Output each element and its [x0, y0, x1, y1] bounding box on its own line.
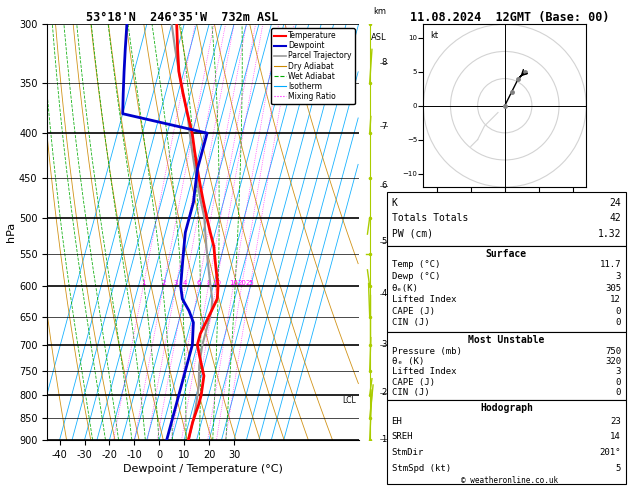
Text: 16: 16 [229, 280, 238, 286]
Text: 0: 0 [616, 388, 621, 397]
Text: Lifted Index: Lifted Index [392, 367, 456, 376]
Text: 0: 0 [616, 307, 621, 315]
Bar [387, 192, 626, 246]
Text: Dewp (°C): Dewp (°C) [392, 272, 440, 281]
Text: 42: 42 [610, 213, 621, 223]
Text: θₑ (K): θₑ (K) [392, 357, 424, 366]
Text: km: km [374, 7, 387, 16]
Text: SREH: SREH [392, 433, 413, 441]
Bar [387, 246, 626, 332]
Text: © weatheronline.co.uk: © weatheronline.co.uk [461, 476, 558, 485]
Text: 3: 3 [381, 340, 387, 349]
Text: 0: 0 [616, 378, 621, 387]
Text: Temp (°C): Temp (°C) [392, 260, 440, 270]
Text: Hodograph: Hodograph [480, 403, 533, 414]
Legend: Temperature, Dewpoint, Parcel Trajectory, Dry Adiabat, Wet Adiabat, Isotherm, Mi: Temperature, Dewpoint, Parcel Trajectory… [271, 28, 355, 104]
Text: 1.32: 1.32 [598, 228, 621, 239]
Text: CIN (J): CIN (J) [392, 388, 429, 397]
Text: 24: 24 [610, 198, 621, 208]
Text: CAPE (J): CAPE (J) [392, 378, 435, 387]
Bar [387, 400, 626, 484]
Text: 20: 20 [237, 280, 246, 286]
Text: StmDir: StmDir [392, 449, 424, 457]
Text: 750: 750 [605, 347, 621, 356]
Text: 1: 1 [141, 280, 145, 286]
Text: 6: 6 [196, 280, 201, 286]
Text: 12: 12 [610, 295, 621, 304]
Text: θₑ(K): θₑ(K) [392, 283, 418, 293]
Text: LCL: LCL [342, 397, 356, 405]
Text: 4: 4 [183, 280, 187, 286]
Text: 305: 305 [605, 283, 621, 293]
Bar [387, 332, 626, 400]
Text: StmSpd (kt): StmSpd (kt) [392, 465, 451, 473]
Text: 5: 5 [616, 465, 621, 473]
Text: Totals Totals: Totals Totals [392, 213, 468, 223]
Text: Pressure (mb): Pressure (mb) [392, 347, 462, 356]
Text: 3: 3 [174, 280, 178, 286]
Text: Lifted Index: Lifted Index [392, 295, 456, 304]
Text: CIN (J): CIN (J) [392, 318, 429, 327]
Text: 8: 8 [381, 58, 387, 67]
Text: 8: 8 [206, 280, 211, 286]
Text: Surface: Surface [486, 249, 527, 259]
Text: 25: 25 [246, 280, 255, 286]
Text: 0: 0 [616, 318, 621, 327]
Text: 201°: 201° [599, 449, 621, 457]
Text: kt: kt [430, 31, 438, 40]
Text: 2: 2 [381, 388, 387, 398]
Text: 11.08.2024  12GMT (Base: 00): 11.08.2024 12GMT (Base: 00) [409, 11, 610, 24]
Text: K: K [392, 198, 398, 208]
Text: 3: 3 [616, 272, 621, 281]
Text: 3: 3 [616, 367, 621, 376]
Text: 320: 320 [605, 357, 621, 366]
Text: 7: 7 [381, 122, 387, 131]
Text: EH: EH [392, 417, 403, 426]
Text: ASL: ASL [371, 33, 387, 42]
Text: PW (cm): PW (cm) [392, 228, 433, 239]
Text: 2: 2 [161, 280, 165, 286]
Text: 14: 14 [610, 433, 621, 441]
Text: CAPE (J): CAPE (J) [392, 307, 435, 315]
Y-axis label: hPa: hPa [6, 222, 16, 242]
Text: Most Unstable: Most Unstable [468, 335, 545, 345]
Text: 5: 5 [381, 237, 387, 246]
Text: 11.7: 11.7 [599, 260, 621, 270]
Text: 4: 4 [381, 290, 387, 298]
Text: 1: 1 [381, 435, 387, 444]
Text: 10: 10 [212, 280, 221, 286]
Text: 23: 23 [610, 417, 621, 426]
X-axis label: Dewpoint / Temperature (°C): Dewpoint / Temperature (°C) [123, 464, 283, 474]
Text: 6: 6 [381, 181, 387, 191]
Text: 53°18'N  246°35'W  732m ASL: 53°18'N 246°35'W 732m ASL [86, 11, 279, 24]
